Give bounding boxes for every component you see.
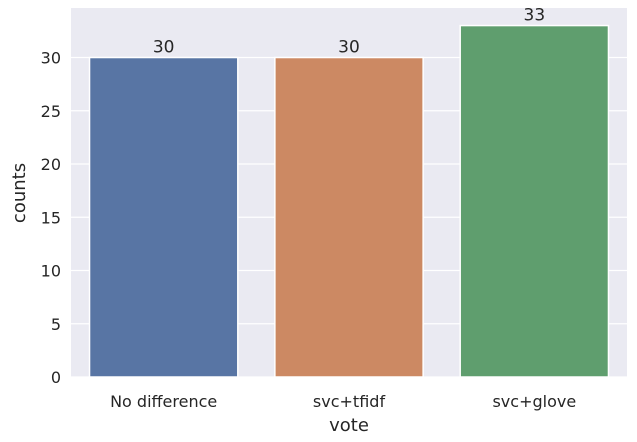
x-tick-label: svc+tfidf bbox=[313, 392, 386, 411]
y-tick-label: 30 bbox=[41, 49, 61, 68]
x-tick-label: svc+glove bbox=[492, 392, 576, 411]
y-tick-label: 0 bbox=[51, 368, 61, 387]
data-labels: 30 30 33 bbox=[153, 6, 545, 58]
y-tick-label: 5 bbox=[51, 315, 61, 334]
bar bbox=[274, 56, 424, 378]
x-tick-labels: No difference svc+tfidf svc+glove bbox=[110, 392, 576, 411]
bar-value-label: 33 bbox=[524, 6, 546, 26]
y-tick-label: 20 bbox=[41, 155, 61, 174]
y-tick-labels: 0 5 10 15 20 25 30 bbox=[41, 49, 61, 387]
bars bbox=[88, 24, 610, 378]
bar bbox=[88, 56, 239, 378]
x-axis-label: vote bbox=[329, 415, 369, 436]
y-tick-label: 10 bbox=[41, 262, 61, 281]
bar-value-label: 30 bbox=[338, 38, 360, 58]
y-tick-label: 15 bbox=[41, 208, 61, 227]
bar bbox=[459, 24, 610, 378]
y-axis-label: counts bbox=[9, 163, 30, 223]
x-tick-label: No difference bbox=[110, 392, 217, 411]
y-tick-label: 25 bbox=[41, 102, 61, 121]
bar-value-label: 30 bbox=[153, 38, 175, 58]
